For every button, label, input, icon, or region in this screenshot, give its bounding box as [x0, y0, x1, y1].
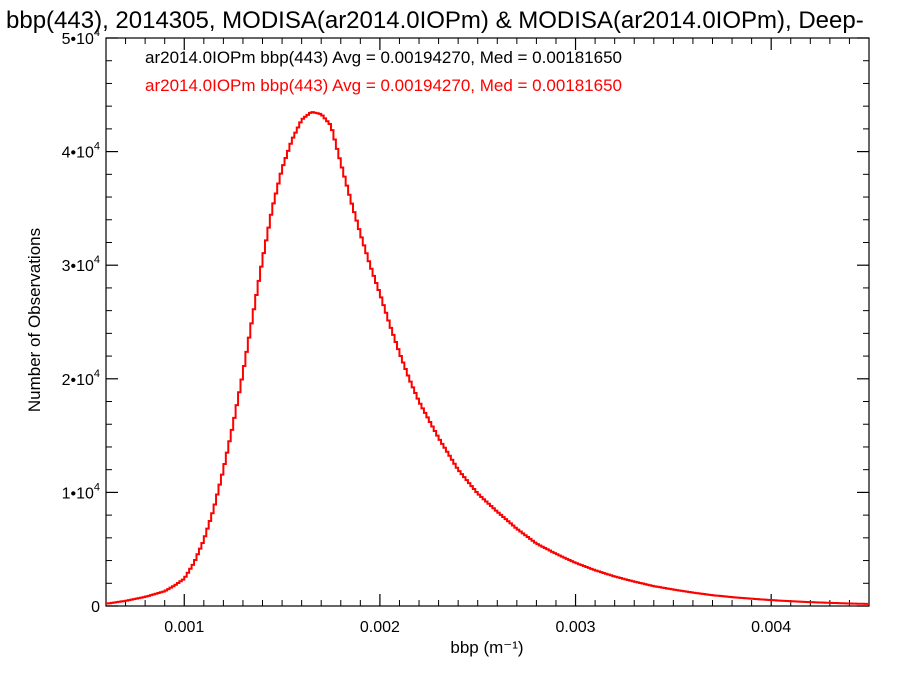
chart-title: bbp(443), 2014305, MODISA(ar2014.0IOPm) … [6, 7, 864, 34]
y-tick-label: 5•104 [62, 27, 100, 48]
legend-entry-black: ar2014.0IOPm bbp(443) Avg = 0.00194270, … [145, 48, 622, 67]
y-tick-label: 3•104 [62, 254, 100, 275]
x-tick-label: 0.004 [751, 619, 791, 636]
y-tick-label: 0 [91, 599, 100, 616]
x-axis-label: bbp (m⁻¹) [450, 638, 523, 657]
x-tick-label: 0.002 [360, 619, 400, 636]
y-tick-labels: 0 1•104 2•104 3•104 4•104 5•104 [62, 27, 101, 616]
y-axis-label: Number of Observations [25, 228, 44, 412]
histogram-series-line [106, 111, 869, 605]
y-tick-label: 1•104 [62, 481, 100, 502]
axis-ticks [106, 37, 869, 607]
legend-entry-red: ar2014.0IOPm bbp(443) Avg = 0.00194270, … [145, 76, 622, 95]
y-tick-label: 2•104 [62, 368, 100, 389]
x-tick-label: 0.003 [556, 619, 596, 636]
y-tick-label: 4•104 [62, 141, 100, 162]
x-tick-label: 0.001 [164, 619, 204, 636]
x-tick-labels: 0.001 0.002 0.003 0.004 [164, 619, 791, 636]
plot-frame [105, 37, 870, 607]
